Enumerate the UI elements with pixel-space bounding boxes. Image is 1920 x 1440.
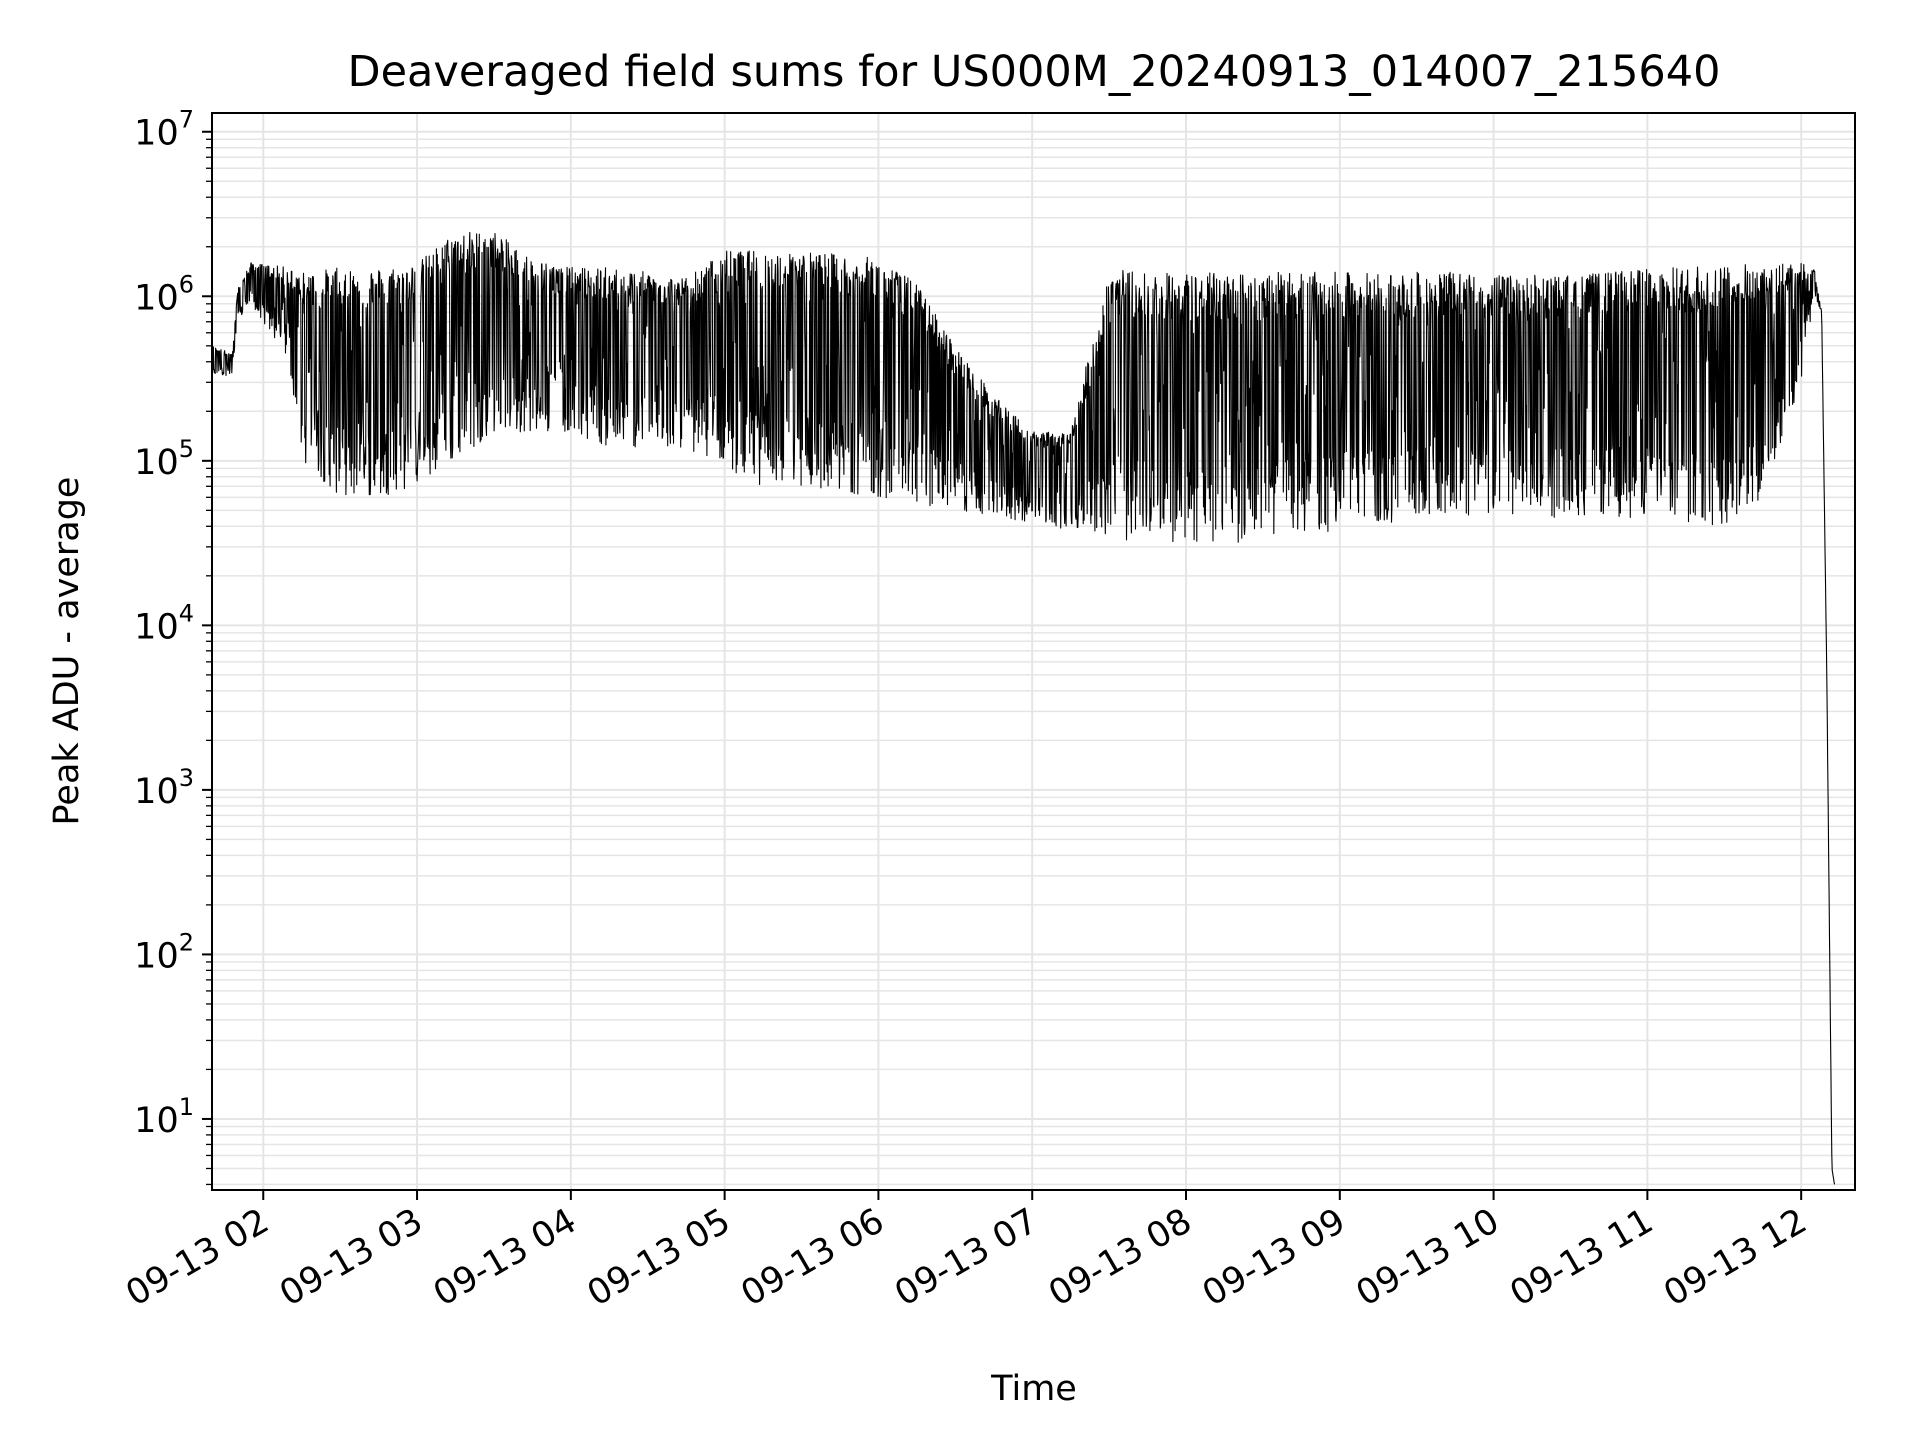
x-axis-label: Time <box>990 1369 1077 1409</box>
plot-frame <box>211 112 1856 1191</box>
y-tick-label: 101 <box>134 1093 194 1141</box>
y-tick-label: 104 <box>134 599 194 647</box>
y-tick-label: 107 <box>134 106 194 154</box>
y-axis-label: Peak ADU - average <box>47 477 87 826</box>
series-line <box>211 231 1836 1185</box>
chart-title: Deaveraged field sums for US000M_2024091… <box>347 47 1720 97</box>
y-tick-label: 105 <box>134 435 194 483</box>
y-tick-label: 106 <box>134 270 194 318</box>
y-tick-label: 103 <box>134 764 194 812</box>
y-axis: 101 102 103 104 105 106 107 <box>134 106 212 1186</box>
data-series <box>211 231 1836 1185</box>
y-tick-label: 102 <box>134 928 194 976</box>
